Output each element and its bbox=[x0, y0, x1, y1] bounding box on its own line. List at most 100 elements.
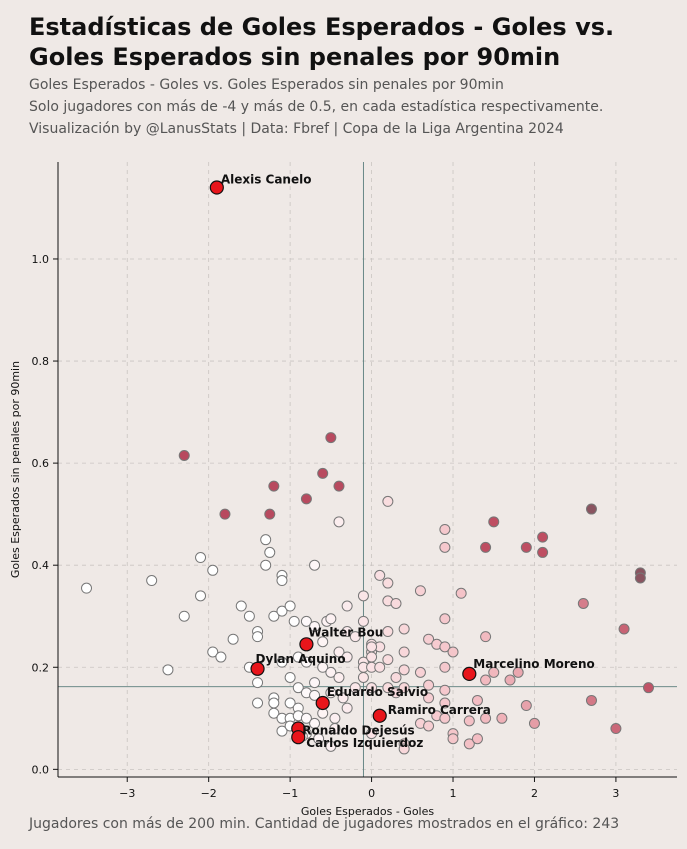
scatter-point bbox=[178, 449, 190, 461]
scatter-point bbox=[414, 585, 426, 597]
scatter-point bbox=[577, 597, 589, 609]
scatter-point bbox=[439, 523, 451, 535]
scatter-point bbox=[585, 503, 597, 515]
scatter-point bbox=[341, 626, 353, 638]
scatter-point bbox=[382, 495, 394, 507]
scatter-point bbox=[374, 661, 386, 673]
scatter-point bbox=[300, 712, 312, 724]
scatter-point bbox=[357, 615, 369, 627]
scatter-point bbox=[207, 646, 219, 658]
scatter-point bbox=[195, 590, 207, 602]
scatter-point bbox=[309, 717, 321, 729]
scatter-point bbox=[292, 651, 304, 663]
scatter-point bbox=[341, 651, 353, 663]
scatter-point bbox=[480, 712, 492, 724]
scatter-point bbox=[300, 656, 312, 668]
scatter-point bbox=[447, 646, 459, 658]
point-label: Marcelino Moreno bbox=[473, 657, 594, 671]
scatter-point bbox=[463, 738, 475, 750]
x-tick-label: −2 bbox=[201, 787, 217, 800]
scatter-point bbox=[382, 682, 394, 694]
scatter-point bbox=[439, 684, 451, 696]
tick-labels: −3 −2 −1 0 1 2 3 0.0 0.2 0.4 0.6 0.8 1.0 bbox=[32, 253, 620, 800]
scatter-point bbox=[317, 467, 329, 479]
scatter-point bbox=[480, 674, 492, 686]
point-label: Carlos Izquierdoz bbox=[306, 736, 423, 750]
scatter-point bbox=[252, 677, 264, 689]
scatter-point bbox=[276, 605, 288, 617]
scatter-point bbox=[178, 610, 190, 622]
scatter-point bbox=[390, 597, 402, 609]
scatter-point bbox=[357, 590, 369, 602]
scatter-point bbox=[471, 694, 483, 706]
scatter-point bbox=[276, 725, 288, 737]
point-label: Ronaldo Dejesús bbox=[302, 724, 414, 738]
highlighted-point bbox=[209, 180, 224, 195]
scatter-point bbox=[219, 508, 231, 520]
chart-subtitle: Goles Esperados - Goles vs. Goles Espera… bbox=[29, 77, 504, 93]
scatter-point bbox=[610, 723, 622, 735]
scatter-point bbox=[423, 633, 435, 645]
scatter-point bbox=[227, 633, 239, 645]
scatter-point bbox=[292, 682, 304, 694]
highlighted-point bbox=[462, 666, 477, 682]
scatter-point bbox=[439, 661, 451, 673]
x-axis-label: Goles Esperados - Goles bbox=[301, 805, 434, 818]
scatter-point bbox=[390, 687, 402, 699]
point-label: Alexis Canelo bbox=[221, 173, 312, 187]
y-axis-label: Goles Esperados sin penales por 90min bbox=[9, 361, 22, 578]
scatter-point bbox=[329, 723, 341, 735]
scatter-point bbox=[313, 733, 325, 745]
scatter-point bbox=[439, 697, 451, 709]
scatter-point bbox=[455, 587, 467, 599]
scatter-point bbox=[537, 546, 549, 558]
scatter-point bbox=[480, 631, 492, 643]
scatter-point bbox=[398, 682, 410, 694]
scatter-point bbox=[463, 715, 475, 727]
footer-note: Jugadores con más de 200 min. Cantidad d… bbox=[29, 816, 620, 832]
x-tick-label: 0 bbox=[368, 787, 375, 800]
scatter-point bbox=[447, 733, 459, 745]
scatter-point bbox=[284, 671, 296, 683]
scatter-point bbox=[284, 697, 296, 709]
scatter-point bbox=[423, 679, 435, 691]
scatter-point bbox=[341, 702, 353, 714]
highlighted-point bbox=[372, 708, 387, 723]
scatter-point bbox=[471, 733, 483, 745]
scatter-point bbox=[207, 564, 219, 576]
scatter-point bbox=[333, 480, 345, 492]
scatter-point bbox=[268, 697, 280, 709]
scatter-point bbox=[366, 641, 378, 653]
scatter-point bbox=[618, 623, 630, 635]
x-tick-label: 1 bbox=[450, 787, 457, 800]
scatter-point bbox=[300, 615, 312, 627]
scatter-point bbox=[488, 516, 500, 528]
scatter-point bbox=[215, 651, 227, 663]
scatter-point bbox=[439, 541, 451, 553]
scatter-point bbox=[512, 666, 524, 678]
scatter-point bbox=[398, 743, 410, 755]
point-label: Eduardo Salvio bbox=[327, 685, 428, 699]
scatter-point bbox=[309, 677, 321, 689]
y-tick-label: 0.2 bbox=[32, 661, 50, 674]
scatter-point bbox=[162, 664, 174, 676]
scatter-point bbox=[414, 666, 426, 678]
scatter-point bbox=[357, 671, 369, 683]
scatter-point bbox=[439, 712, 451, 724]
scatter-point bbox=[325, 432, 337, 444]
scatter-point bbox=[317, 661, 329, 673]
scatter-point bbox=[634, 572, 646, 584]
point-label: Walter Bou bbox=[308, 625, 383, 639]
y-tick-label: 0.8 bbox=[32, 355, 50, 368]
scatter-point bbox=[252, 697, 264, 709]
scatter-point bbox=[398, 623, 410, 635]
scatter-point bbox=[366, 728, 378, 740]
scatter-point bbox=[268, 707, 280, 719]
highlighted-points: Alexis Canelo Walter Bou Dylan Aquino Marce… bbox=[209, 173, 595, 750]
scatter-point bbox=[390, 671, 402, 683]
point-label: Ramiro Carrera bbox=[388, 703, 491, 717]
chart-filter-note: Solo jugadores con más de -4 y más de 0.… bbox=[29, 99, 604, 115]
scatter-points bbox=[81, 432, 654, 755]
scatter-point bbox=[423, 692, 435, 704]
scatter-point bbox=[268, 610, 280, 622]
